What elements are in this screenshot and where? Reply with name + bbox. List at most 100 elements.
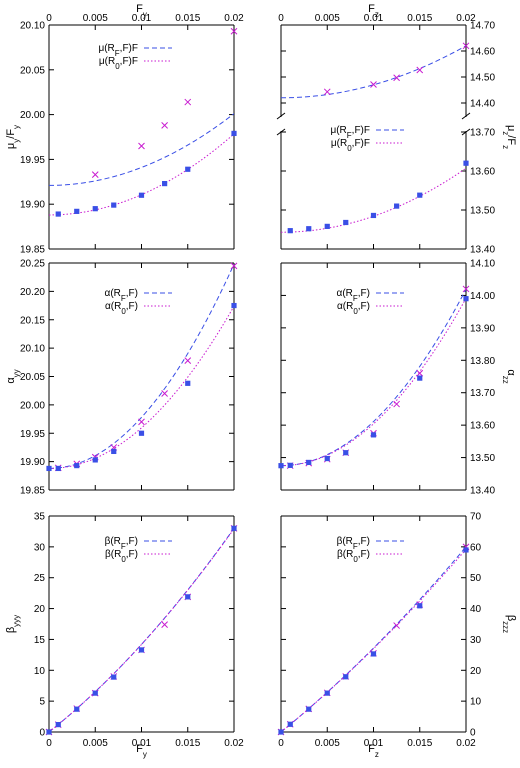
data-point-cross [184,357,192,364]
data-point-square [306,706,312,712]
data-point-square [463,296,469,302]
label-part: μ(R [331,138,347,149]
data-point-cross [462,285,470,293]
y-tick-label: 60 [470,542,482,553]
panel-mu_y: 0 0.005 0.01 0.015 0.02 19.85 19.90 19.95 20.00 2… [5,3,244,256]
top-x-tick-label: 0.01 [132,13,152,24]
data-point-square [394,203,400,209]
y-tick-label: 14.50 [470,73,495,84]
y-tick-label: 13.90 [470,323,495,334]
data-point-cross [230,27,238,35]
legend-label-1: α(RF,F) [105,288,138,303]
x-tick-label: 0 [278,738,284,749]
series-2-fit-line [281,167,466,233]
y-tick-label: 20.15 [20,315,45,326]
subscript: F [115,49,120,58]
y-tick-label: 13.60 [470,421,495,432]
series-2-fit-line [281,549,466,732]
y-tick-label: 14.40 [470,99,495,110]
y-axis-label: αzz [502,369,518,383]
data-point-square [287,462,293,468]
legend-label-1: α(RF,F) [337,288,370,303]
data-point-cross [323,88,331,96]
y-tick-label: 20.25 [20,259,45,270]
label-part: ,F) [358,549,370,560]
legend: β(RF,F)β(R0,F) [105,536,172,564]
legend: β(RF,F)β(R0,F) [337,536,404,564]
panel-alpha_zz: 13.40 13.50 13.60 13.70 13.80 13.90 14.00 14.10… [278,259,517,497]
data-point-cross [462,42,470,50]
legend-label-1: β(RF,F) [337,536,370,551]
label-part: α(R [105,301,121,312]
x-tick-label: 0.005 [315,738,340,749]
label-part: ,F) [126,301,138,312]
x-tick-label: 0.005 [83,738,108,749]
series-1-fit-line [49,263,234,469]
label-part: ,F) [126,549,138,560]
subscript: yy [12,369,21,377]
legend-label-2: α(R0,F) [337,301,370,316]
legend: α(RF,F)α(R0,F) [105,288,172,316]
data-point-square [185,594,191,600]
data-point-square [463,547,469,553]
data-point-cross [138,142,145,150]
legend: μ(RF,F)Fμ(R0,F)F [330,125,404,153]
data-point-square [92,206,98,212]
label-part: α [505,369,517,376]
top-x-tick-label: 0.01 [364,13,384,24]
y-tick-label: 13.50 [470,206,495,217]
subscript: z [375,750,379,759]
y-tick-label: 19.90 [20,200,45,211]
label-part: ,F) [358,301,370,312]
series-1-fit-line [281,546,466,732]
y-tick-label: 13.70 [470,128,495,139]
subscript: 0 [353,555,358,564]
label-part: μ [505,125,517,131]
series-1-fit-line [281,289,466,467]
axis-break-gap-right [462,117,470,131]
y-tick-label: 25 [34,573,46,584]
data-point-square [138,430,145,436]
y-tick-label: 14.10 [470,259,495,270]
top-x-tick-label: 0 [46,13,52,24]
label-part: μ(R [330,125,346,136]
label-part: α(R [337,288,353,299]
y-axis-label: βyyy [5,615,21,633]
series-2 [281,298,466,467]
y-tick-label: 14.70 [470,21,495,32]
data-point-square [417,192,423,198]
subscript: F [353,542,358,551]
data-point-cross [161,390,168,397]
data-point-square [46,729,52,735]
series-1 [281,45,466,99]
y-tick-label: 20.10 [20,344,45,355]
x-tick-label: 0.02 [224,738,244,749]
data-point-square [111,448,117,455]
series-2-fit-line [49,528,234,732]
legend-label-2: μ(R0,F)F [99,56,138,71]
label-part: β(R [337,536,353,547]
legend-label-2: α(R0,F) [105,301,138,316]
y-tick-label: 30 [34,542,46,553]
subscript: 0 [353,307,358,316]
subscript: 0 [347,144,352,153]
data-point-square [185,380,191,386]
legend-label-2: μ(R0,F)F [331,138,370,153]
data-point-cross [416,66,424,74]
series-2 [49,305,234,469]
series-1 [49,113,234,186]
series-1 [281,546,466,732]
label-part: β(R [105,549,121,560]
top-x-axis-label: Fy [136,3,147,19]
legend-label-1: μ(RF,F)F [330,125,370,140]
top-x-tick-label: 0.015 [407,13,432,24]
label-part: F [368,743,375,755]
subscript: y [12,139,21,143]
top-x-tick-label: 0.005 [83,13,108,24]
label-part: β [5,627,17,633]
label-part: ,F)F [352,125,370,136]
data-point-square [46,465,52,472]
subscript: 0 [121,555,126,564]
data-point-square [370,651,377,657]
y-tick-label: 10 [470,697,482,708]
